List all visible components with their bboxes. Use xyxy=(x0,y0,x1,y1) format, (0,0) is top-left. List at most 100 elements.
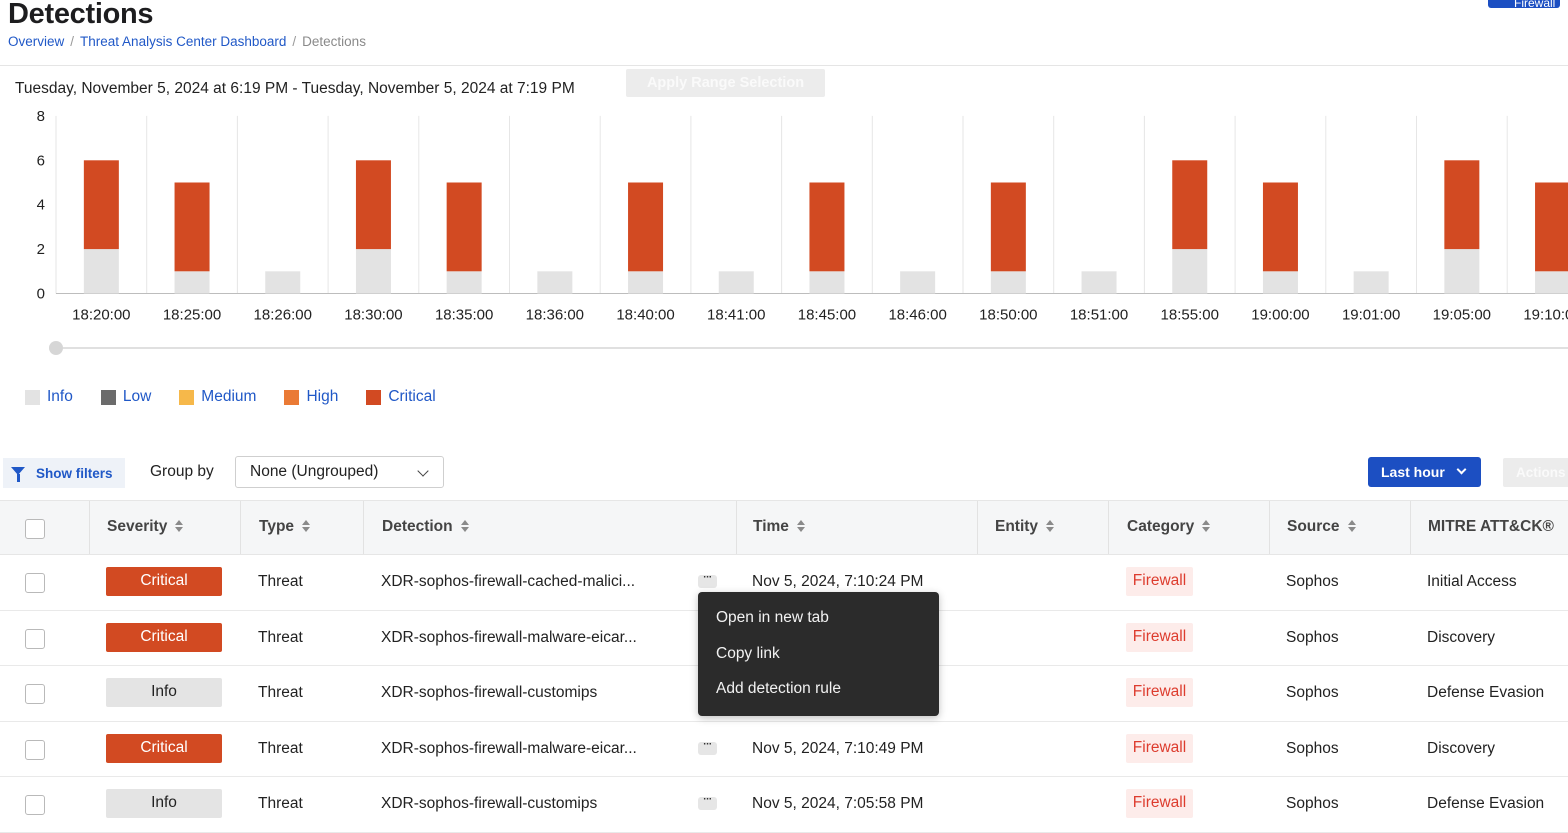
x-tick-label: 18:35:00 xyxy=(435,307,493,324)
row-checkbox[interactable] xyxy=(25,573,45,593)
table-toolbar: Show filters Group by None (Ungrouped) L… xyxy=(0,455,1568,489)
bar-info-182000[interactable] xyxy=(83,249,119,294)
x-tick-label: 18:50:00 xyxy=(979,307,1037,324)
bar-info-185000[interactable] xyxy=(990,271,1026,294)
group-by-select[interactable]: None (Ungrouped) xyxy=(235,456,444,488)
column-header-severity[interactable]: Severity xyxy=(89,501,240,554)
table-row[interactable]: Info Threat XDR-sophos-firewall-customips ·… xyxy=(0,777,1568,833)
type-cell: Threat xyxy=(258,573,303,590)
bar-critical-190500[interactable] xyxy=(1444,160,1480,250)
bar-critical-182500[interactable] xyxy=(174,182,210,272)
detection-cell[interactable]: XDR-sophos-firewall-malware-eicar... xyxy=(381,628,637,646)
select-all-checkbox[interactable] xyxy=(25,519,45,539)
actions-button[interactable]: Actions xyxy=(1503,458,1568,487)
row-checkbox[interactable] xyxy=(25,684,45,704)
column-header-category[interactable]: Category xyxy=(1108,501,1269,554)
column-header-time[interactable]: Time xyxy=(736,501,977,554)
bar-info-184000[interactable] xyxy=(628,271,664,294)
detection-cell[interactable]: XDR-sophos-firewall-malware-eicar... xyxy=(381,739,637,757)
legend-swatch xyxy=(366,389,382,405)
table-header: Severity Type Detection Time Entity Cate… xyxy=(0,500,1568,555)
column-header-entity[interactable]: Entity xyxy=(977,501,1108,554)
slider-handle[interactable] xyxy=(49,341,63,355)
chevron-down-icon xyxy=(1456,464,1467,475)
firewall-button[interactable]: Firewall xyxy=(1488,0,1560,8)
legend-swatch xyxy=(179,389,195,405)
bar-critical-184000[interactable] xyxy=(628,182,664,272)
bar-info-182500[interactable] xyxy=(174,271,210,294)
detection-cell[interactable]: XDR-sophos-firewall-cached-malici... xyxy=(381,573,636,590)
bar-info-190500[interactable] xyxy=(1444,249,1480,294)
show-filters-button[interactable]: Show filters xyxy=(3,458,125,488)
x-tick-label: 18:20:00 xyxy=(72,307,130,324)
bar-info-185500[interactable] xyxy=(1172,249,1208,294)
menu-item-add-detection-rule[interactable]: Add detection rule xyxy=(716,680,841,697)
legend-item-critical[interactable]: Critical xyxy=(366,388,436,406)
legend-item-high[interactable]: High xyxy=(284,388,338,406)
bar-info-183500[interactable] xyxy=(446,271,482,294)
column-header-type[interactable]: Type xyxy=(240,501,363,554)
row-checkbox[interactable] xyxy=(25,628,45,649)
time-range-text: Tuesday, November 5, 2024 at 6:19 PM - T… xyxy=(15,80,575,97)
legend-item-low[interactable]: Low xyxy=(100,388,152,406)
legend-swatch xyxy=(25,389,40,405)
y-tick-label: 6 xyxy=(37,152,45,169)
bar-info-191000[interactable] xyxy=(1535,271,1568,294)
bar-info-184500[interactable] xyxy=(809,271,845,294)
source-cell: Sophos xyxy=(1286,573,1339,590)
x-tick-label: 18:30:00 xyxy=(344,307,402,324)
x-tick-label: 18:25:00 xyxy=(163,307,221,324)
time-cell: Nov 5, 2024, 7:10:24 PM xyxy=(752,573,924,590)
detection-cell[interactable]: XDR-sophos-firewall-customips xyxy=(381,684,598,701)
column-header-detection[interactable]: Detection xyxy=(363,501,736,554)
y-tick-label: 4 xyxy=(37,197,45,214)
severity-badge: Critical xyxy=(106,733,222,763)
row-checkbox[interactable] xyxy=(25,739,45,760)
x-tick-label: 18:36:00 xyxy=(526,307,584,324)
bar-critical-183500[interactable] xyxy=(446,182,482,272)
bar-info-183000[interactable] xyxy=(355,249,391,294)
source-cell: Sophos xyxy=(1286,684,1339,701)
column-header-source[interactable]: Source xyxy=(1269,501,1410,554)
legend-item-info[interactable]: Info xyxy=(25,388,73,406)
bar-critical-182000[interactable] xyxy=(83,160,119,250)
menu-item-open-new-tab[interactable]: Open in new tab xyxy=(716,609,829,626)
category-badge: Firewall xyxy=(1126,678,1193,707)
bar-critical-190000[interactable] xyxy=(1262,182,1298,272)
severity-badge: Info xyxy=(106,678,222,707)
category-badge: Firewall xyxy=(1126,733,1193,763)
bar-info-184600[interactable] xyxy=(900,271,936,294)
mitre-cell: Discovery xyxy=(1427,739,1496,757)
breadcrumb-overview[interactable]: Overview xyxy=(8,34,65,49)
bar-critical-191000[interactable] xyxy=(1535,182,1568,272)
bar-info-190000[interactable] xyxy=(1262,271,1298,294)
x-tick-label: 18:41:00 xyxy=(707,307,765,324)
bar-critical-185000[interactable] xyxy=(990,182,1026,272)
legend-item-medium[interactable]: Medium xyxy=(179,388,256,406)
mitre-cell: Defense Evasion xyxy=(1427,795,1545,812)
range-slider[interactable] xyxy=(49,341,1568,355)
breadcrumb-threat-analysis[interactable]: Threat Analysis Center Dashboard xyxy=(80,34,287,49)
time-range-dropdown[interactable]: Last hour xyxy=(1368,457,1481,487)
bar-info-182600[interactable] xyxy=(265,271,301,294)
menu-item-copy-link[interactable]: Copy link xyxy=(716,644,780,662)
legend-label: Medium xyxy=(201,388,257,405)
bar-critical-183000[interactable] xyxy=(355,160,391,250)
bar-critical-184500[interactable] xyxy=(809,182,845,272)
row-more-button[interactable]: ··· xyxy=(698,795,717,810)
detection-cell[interactable]: XDR-sophos-firewall-customips xyxy=(381,795,598,812)
table-row[interactable]: Critical Threat XDR-sophos-firewall-malwar… xyxy=(0,721,1568,777)
column-header-mitre[interactable]: MITRE ATT&CK® xyxy=(1410,501,1568,554)
row-checkbox[interactable] xyxy=(25,795,45,815)
row-more-button[interactable]: ··· xyxy=(698,573,717,588)
legend-label: Low xyxy=(122,388,152,405)
bar-info-183600[interactable] xyxy=(537,271,573,294)
row-more-button[interactable]: ··· xyxy=(698,739,717,755)
bar-critical-185500[interactable] xyxy=(1172,160,1208,250)
group-by-value: None (Ungrouped) xyxy=(250,463,379,480)
apply-range-button[interactable]: Apply Range Selection xyxy=(626,69,825,97)
bar-info-185100[interactable] xyxy=(1081,271,1117,294)
bar-info-190100[interactable] xyxy=(1353,271,1389,294)
bar-info-184100[interactable] xyxy=(718,271,754,294)
